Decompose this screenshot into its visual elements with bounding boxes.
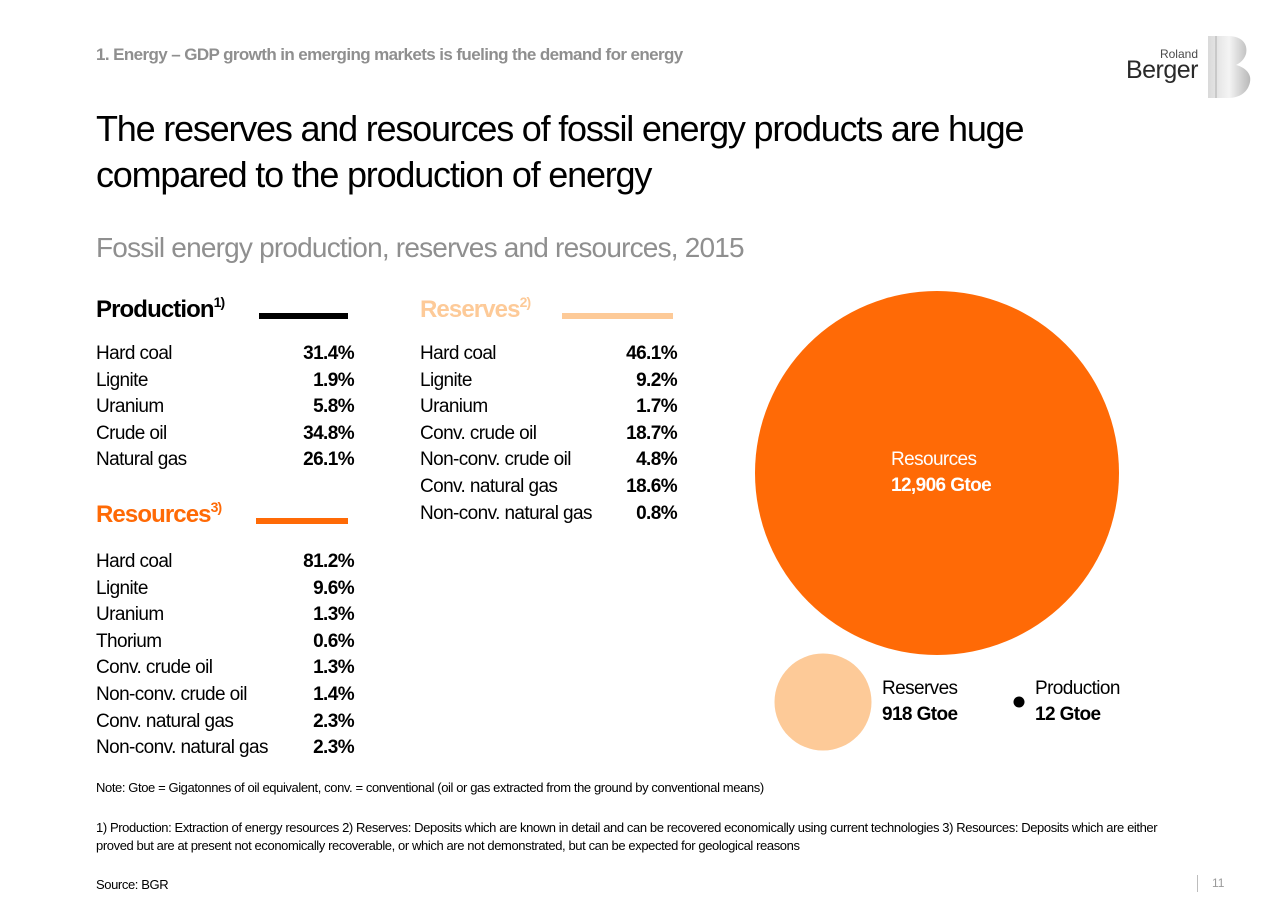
resources-row-value: 1.3% — [313, 604, 355, 626]
resources-row-value: 0.6% — [313, 630, 355, 652]
reserves-row-label: Uranium — [420, 396, 488, 418]
resources-row-label: Thorium — [96, 630, 162, 652]
page-number: 11 — [1212, 876, 1225, 890]
resources-row-label: Lignite — [96, 577, 148, 599]
reserves-bubble-name: Reserves — [882, 678, 958, 699]
reserves-row-value: 0.8% — [636, 502, 678, 524]
footnote-text: 1) Production: Extraction of energy reso… — [96, 820, 1158, 853]
page-headline: The reserves and resources of fossil ene… — [96, 108, 1025, 195]
page-number-divider — [1197, 875, 1198, 892]
reserves-row-value: 46.1% — [626, 343, 677, 364]
production-row-label: Crude oil — [96, 422, 167, 444]
logo-text-roland: Roland — [1159, 47, 1198, 61]
production-row-value: 5.8% — [313, 396, 355, 418]
resources-title-text: Resources — [96, 501, 212, 528]
resources-bubble-label: Resources 12,906 Gtoe — [891, 447, 992, 499]
resources-section-title: Resources3) — [96, 499, 223, 529]
logo-b-mark-icon — [1208, 36, 1251, 98]
resources-legend-line — [256, 518, 348, 524]
resources-footnote-mark: 3) — [210, 499, 223, 515]
resources-row-value: 2.3% — [313, 710, 355, 732]
resources-bubble-name: Resources — [891, 449, 977, 470]
reserves-row-label: Hard coal — [420, 343, 497, 364]
resources-row-label: Non-conv. crude oil — [96, 684, 247, 705]
production-bubble-name: Production — [1035, 678, 1120, 699]
production-row-label: Natural gas — [96, 449, 187, 471]
resources-row-label: Conv. crude oil — [96, 657, 213, 679]
resources-row-value: 81.2% — [303, 551, 354, 572]
production-row-value: 26.1% — [303, 449, 354, 471]
production-row-label: Lignite — [96, 369, 148, 391]
production-bubble — [1013, 696, 1025, 708]
resources-bubble-value: 12,906 Gtoe — [891, 475, 992, 496]
production-section-title: Production1) — [96, 294, 226, 324]
reserves-row-label: Lignite — [420, 369, 472, 391]
production-legend-line — [259, 313, 348, 319]
reserves-row-value: 9.2% — [636, 369, 678, 391]
production-title-text: Production — [96, 296, 215, 323]
section-label: 1. Energy – GDP growth in emerging marke… — [96, 45, 683, 64]
production-footnote-mark: 1) — [213, 294, 226, 310]
reserves-bubble-value: 918 Gtoe — [882, 704, 958, 725]
reserves-footnote-mark: 2) — [519, 294, 532, 310]
production-bubble-value: 12 Gtoe — [1035, 704, 1101, 725]
production-row-label: Hard coal — [96, 343, 173, 364]
resources-row-label: Non-conv. natural gas — [96, 737, 268, 759]
roland-berger-logo: Roland Berger — [1118, 36, 1252, 98]
resources-row-value: 9.6% — [313, 577, 355, 599]
production-row-value: 34.8% — [303, 422, 354, 444]
reserves-row-value: 18.6% — [626, 476, 677, 497]
note-text: Note: Gtoe = Gigatonnes of oil equivalen… — [96, 780, 764, 795]
resources-row-label: Hard coal — [96, 551, 173, 572]
source-text: Source: BGR — [96, 877, 169, 892]
reserves-row-label: Non-conv. crude oil — [420, 449, 571, 471]
reserves-title-text: Reserves — [420, 296, 520, 323]
resources-row-label: Uranium — [96, 604, 164, 626]
chart-subtitle: Fossil energy production, reserves and r… — [96, 232, 745, 263]
reserves-row-value: 4.8% — [636, 449, 678, 471]
reserves-bubble — [774, 653, 872, 751]
logo-text-berger: Berger — [1125, 56, 1199, 84]
reserves-bubble-label: Reserves 918 Gtoe — [882, 676, 958, 728]
production-row-label: Uranium — [96, 396, 164, 418]
reserves-row-label: Conv. natural gas — [420, 476, 558, 497]
reserves-row-value: 1.7% — [636, 396, 678, 418]
reserves-section-title: Reserves2) — [420, 294, 532, 324]
production-row-value: 31.4% — [303, 343, 354, 364]
resources-row-value: 2.3% — [313, 737, 355, 759]
reserves-row-value: 18.7% — [626, 422, 677, 444]
reserves-row-label: Conv. crude oil — [420, 422, 537, 444]
resources-row-value: 1.3% — [313, 657, 355, 679]
production-row-value: 1.9% — [313, 369, 355, 391]
resources-row-label: Conv. natural gas — [96, 710, 234, 732]
resources-row-value: 1.4% — [313, 684, 355, 705]
reserves-legend-line — [562, 313, 673, 319]
production-bubble-label: Production 12 Gtoe — [1035, 676, 1120, 728]
reserves-row-label: Non-conv. natural gas — [420, 502, 592, 524]
